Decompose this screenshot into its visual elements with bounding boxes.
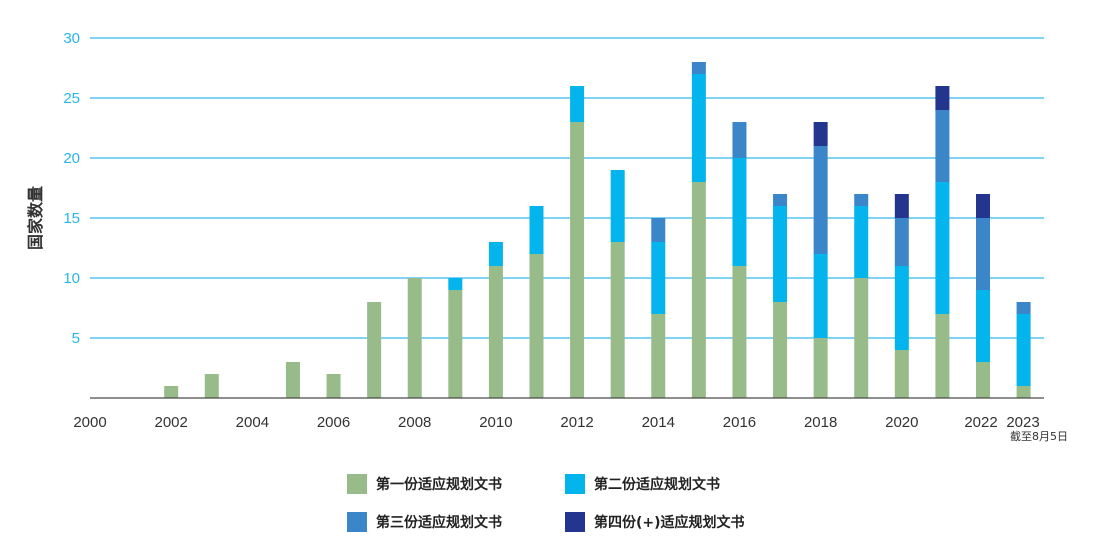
bars <box>164 62 1031 398</box>
bar-segment <box>976 194 990 218</box>
bar-segment <box>935 86 950 110</box>
bar-segment <box>570 86 585 122</box>
legend-swatch <box>347 512 367 532</box>
x-tick-label: 2006 <box>317 414 350 431</box>
bar-segment <box>935 110 950 182</box>
y-tick-label: 5 <box>72 330 80 347</box>
legend-label: 第四份(+)适应规划文书 <box>594 514 745 531</box>
bar-segment <box>894 194 909 218</box>
bar-segment <box>610 170 625 242</box>
bar-segment <box>976 218 990 290</box>
x-tick-label: 2016 <box>723 414 756 431</box>
bar-segment <box>854 206 869 278</box>
x-axis-note: 截至8月5日 <box>1010 429 1068 443</box>
bar-segment <box>894 218 909 266</box>
bar-segment <box>732 266 747 398</box>
bar-segment <box>204 374 219 398</box>
bar-segment <box>407 278 422 398</box>
bar-segment <box>732 158 747 266</box>
x-tick-label: 2022 <box>964 414 997 431</box>
bar-segment <box>164 386 179 398</box>
legend-label: 第三份适应规划文书 <box>376 514 502 531</box>
bar-segment <box>1016 314 1031 386</box>
bar-segment <box>448 278 463 290</box>
y-tick-label: 30 <box>63 30 80 47</box>
bar-segment <box>773 194 788 206</box>
x-tick-label: 2014 <box>642 414 675 431</box>
x-tick-label: 2023 <box>1006 414 1039 431</box>
bar-segment <box>813 146 828 254</box>
y-tick-labels: 5 10 15 20 25 30 <box>63 30 80 347</box>
legend-label: 第二份适应规划文书 <box>594 476 720 493</box>
y-tick-label: 15 <box>63 210 80 227</box>
bar-segment <box>367 302 382 398</box>
bar-segment <box>651 314 666 398</box>
x-tick-label: 2020 <box>885 414 918 431</box>
bar-segment <box>935 314 950 398</box>
x-tick-label: 2018 <box>804 414 837 431</box>
bar-segment <box>773 206 788 302</box>
bar-segment <box>691 182 706 398</box>
bar-segment <box>732 122 747 158</box>
bar-segment <box>570 122 585 398</box>
bar-segment <box>813 122 828 146</box>
bar-segment <box>529 206 544 254</box>
y-tick-label: 20 <box>63 150 80 167</box>
bar-segment <box>854 278 869 398</box>
y-tick-label: 25 <box>63 90 80 107</box>
bar-segment <box>773 302 788 398</box>
legend-swatch <box>565 512 585 532</box>
bar-segment <box>488 266 503 398</box>
bar-segment <box>976 290 990 362</box>
bar-segment <box>488 242 503 266</box>
y-tick-label: 10 <box>63 270 80 287</box>
x-tick-label: 2012 <box>560 414 593 431</box>
x-tick-label: 2002 <box>154 414 187 431</box>
bar-segment <box>529 254 544 398</box>
legend-label: 第一份适应规划文书 <box>376 476 502 493</box>
bar-segment <box>935 182 950 314</box>
bar-segment <box>326 374 341 398</box>
bar-segment <box>691 62 706 74</box>
bar-segment <box>976 362 990 398</box>
bar-segment <box>285 362 300 398</box>
bar-segment <box>691 74 706 182</box>
bar-segment <box>894 266 909 350</box>
y-axis-label: 国家数量 <box>26 186 45 250</box>
bar-segment <box>854 194 869 206</box>
x-tick-label: 2004 <box>236 414 269 431</box>
bar-segment <box>651 242 666 314</box>
bar-segment <box>813 338 828 398</box>
bar-segment <box>894 350 909 398</box>
x-tick-labels: 2000 2002 2004 2006 2008 2010 2012 2014 2016 2018… <box>73 414 1039 431</box>
x-tick-label: 2000 <box>73 414 106 431</box>
legend-swatch <box>565 474 585 494</box>
bar-segment <box>1016 386 1031 398</box>
gridlines <box>90 37 1044 339</box>
bar-segment <box>651 218 666 242</box>
x-tick-label: 2008 <box>398 414 431 431</box>
legend-swatch <box>347 474 367 494</box>
bar-segment <box>610 242 625 398</box>
bar-segment <box>448 290 463 398</box>
bar-segment <box>813 254 828 338</box>
bar-segment <box>1016 302 1031 314</box>
x-tick-label: 2010 <box>479 414 512 431</box>
